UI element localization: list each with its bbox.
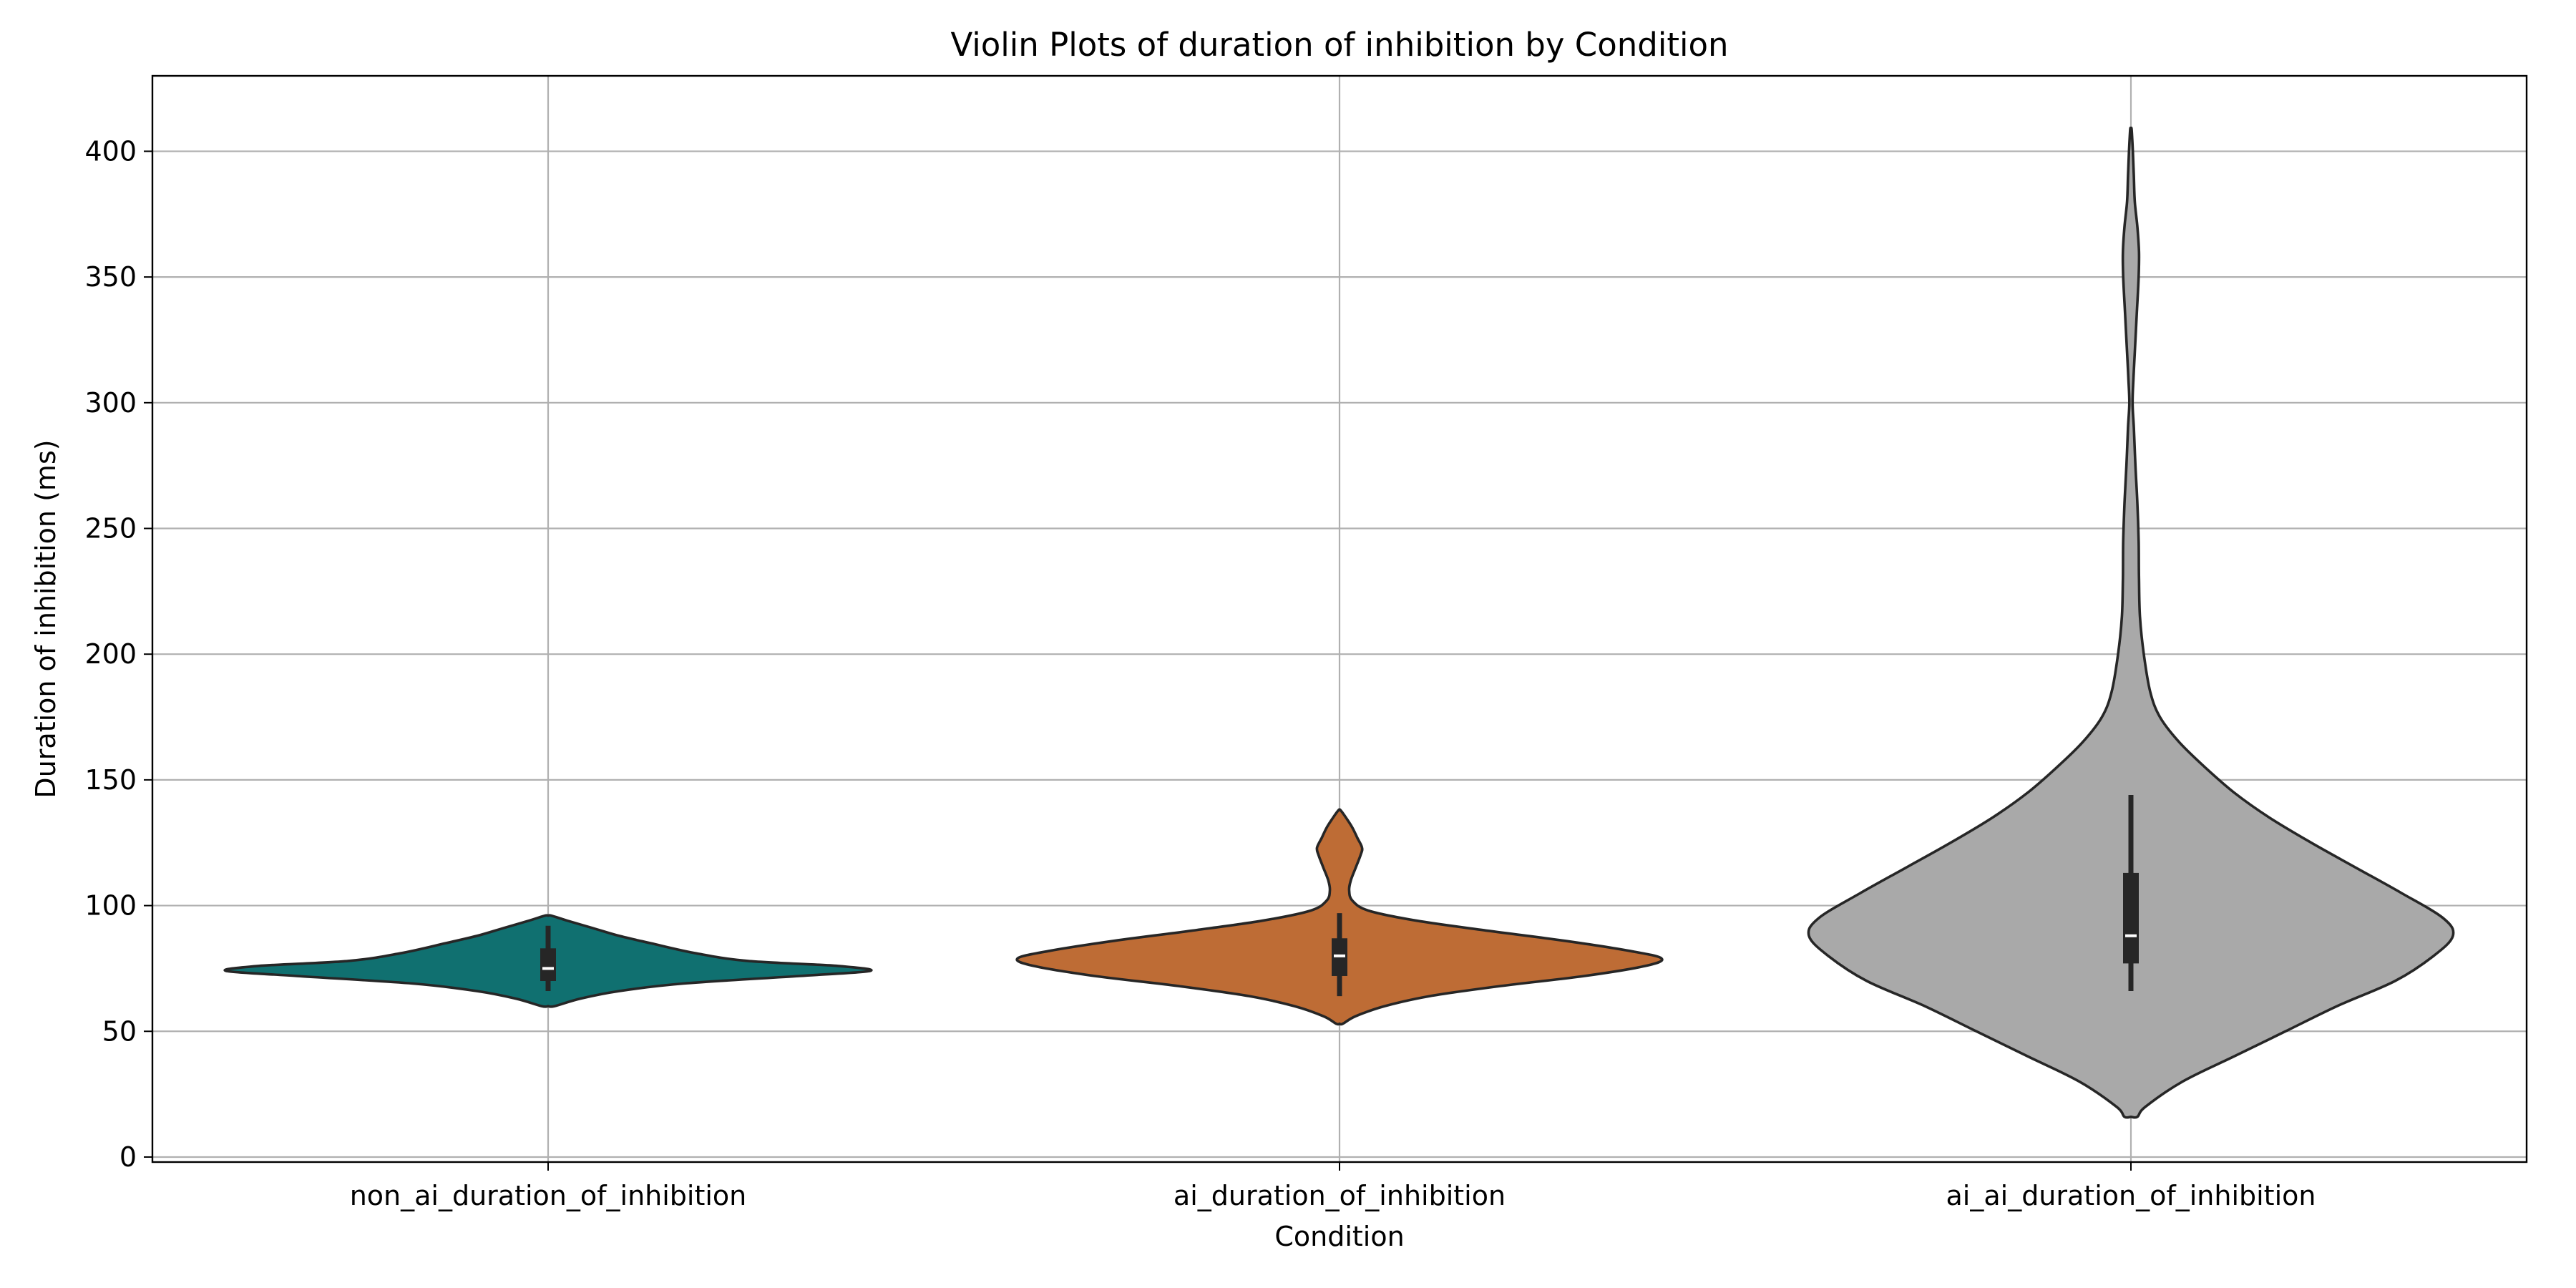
x-axis-label: Condition — [1274, 1221, 1404, 1252]
x-tick-label: ai_duration_of_inhibition — [1174, 1180, 1506, 1211]
x-tick-label: ai_ai_duration_of_inhibition — [1946, 1180, 2316, 1211]
y-tick-label: 100 — [84, 890, 137, 922]
y-axis-label: Duration of inhibition (ms) — [30, 439, 62, 798]
chart-title: Violin Plots of duration of inhibition b… — [950, 26, 1728, 64]
x-tick-label: non_ai_duration_of_inhibition — [350, 1180, 747, 1211]
y-tick-label: 150 — [84, 764, 137, 796]
y-tick-label: 350 — [84, 261, 137, 293]
iqr-box-non_ai_duration_of_inhibition — [540, 948, 556, 981]
y-tick-label: 200 — [84, 638, 137, 670]
y-tick-label: 250 — [84, 513, 137, 545]
violin-ai_ai_duration_of_inhibition — [1807, 126, 2455, 1119]
iqr-box-ai_ai_duration_of_inhibition — [2123, 872, 2139, 964]
axis-ticks: 0 50 100 150 200 250 300 350 400 non_ai_duration_… — [84, 135, 2316, 1211]
y-tick-label: 50 — [102, 1015, 137, 1047]
y-tick-label: 400 — [84, 135, 137, 167]
y-tick-label: 300 — [84, 387, 137, 419]
inner-boxplots — [540, 794, 2139, 997]
y-tick-label: 0 — [119, 1141, 137, 1173]
